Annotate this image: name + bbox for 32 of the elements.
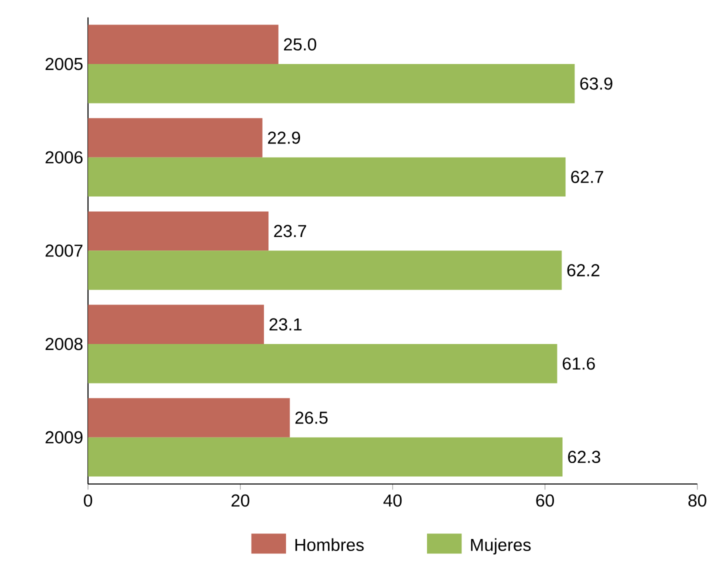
- bar: [88, 24, 278, 64]
- legend-label: Mujeres: [471, 538, 531, 554]
- data-label: 26.5: [295, 412, 328, 424]
- bar: [88, 211, 269, 251]
- bar: [88, 118, 262, 158]
- data-label: 63.9: [580, 77, 612, 90]
- data-label: 62.2: [567, 264, 600, 276]
- bar: [88, 64, 575, 104]
- x-tick-label: 20: [232, 494, 250, 507]
- data-label: 22.9: [268, 132, 300, 144]
- y-tick-label: 2009: [46, 431, 82, 444]
- legend-label: Hombres: [295, 538, 364, 552]
- data-label: 25.0: [284, 38, 316, 51]
- bar: [88, 250, 562, 290]
- x-tick-label: 80: [688, 494, 706, 507]
- data-label: 23.7: [274, 224, 306, 238]
- y-tick-label: 2008: [46, 338, 83, 350]
- y-tick-label: 2007: [46, 244, 82, 257]
- data-label: 23.1: [270, 318, 302, 331]
- bar: [88, 437, 563, 477]
- x-tick-label: 60: [536, 494, 554, 507]
- data-label: 62.3: [568, 450, 600, 464]
- bar: [88, 304, 264, 344]
- data-label: 62.7: [571, 170, 604, 184]
- data-label: 61.6: [562, 357, 595, 370]
- x-tick-label: 40: [383, 494, 402, 507]
- bar: [88, 398, 290, 438]
- y-tick-label: 2005: [46, 58, 83, 70]
- y-tick-label: 2006: [46, 151, 83, 164]
- bar: [88, 157, 566, 197]
- x-tick-label: 0: [84, 494, 92, 507]
- bar: [88, 344, 558, 384]
